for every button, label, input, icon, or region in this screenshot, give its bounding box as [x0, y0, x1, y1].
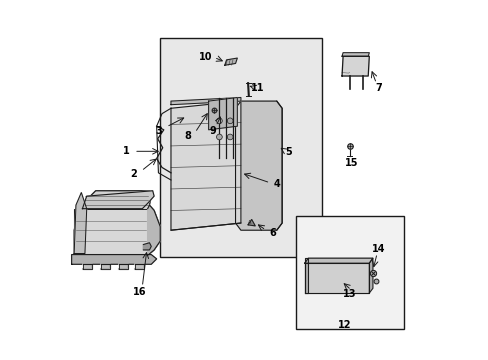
Polygon shape	[235, 101, 282, 230]
Circle shape	[227, 118, 233, 124]
Polygon shape	[74, 191, 160, 255]
Text: 16: 16	[133, 287, 146, 297]
Bar	[160, 39, 321, 257]
Text: 2: 2	[130, 168, 137, 179]
Circle shape	[216, 134, 222, 140]
Text: 1: 1	[122, 146, 129, 156]
Polygon shape	[74, 209, 147, 255]
Polygon shape	[341, 56, 368, 76]
Text: 13: 13	[342, 289, 355, 299]
Text: 15: 15	[345, 158, 358, 168]
Polygon shape	[143, 243, 151, 250]
Polygon shape	[82, 191, 154, 209]
Polygon shape	[83, 264, 92, 269]
Text: 7: 7	[374, 83, 381, 93]
Text: 14: 14	[371, 244, 384, 254]
Polygon shape	[135, 264, 144, 269]
Polygon shape	[304, 258, 308, 293]
Text: 6: 6	[268, 228, 275, 238]
Text: 11: 11	[251, 83, 264, 93]
Polygon shape	[304, 258, 372, 263]
Text: A: A	[248, 220, 251, 225]
Polygon shape	[341, 53, 368, 56]
Polygon shape	[171, 101, 241, 230]
Bar	[296, 216, 403, 329]
Polygon shape	[224, 58, 237, 65]
Polygon shape	[368, 258, 372, 293]
Polygon shape	[119, 264, 128, 269]
Text: 4: 4	[273, 179, 280, 189]
Text: 3: 3	[156, 126, 162, 135]
Text: 10: 10	[199, 52, 212, 62]
Text: 5: 5	[285, 147, 291, 157]
Polygon shape	[304, 263, 368, 293]
Polygon shape	[147, 205, 160, 255]
Polygon shape	[247, 220, 255, 226]
Circle shape	[227, 134, 233, 140]
Polygon shape	[101, 264, 110, 269]
Circle shape	[216, 118, 222, 124]
Polygon shape	[72, 255, 156, 264]
Text: 9: 9	[209, 126, 216, 135]
Polygon shape	[171, 98, 241, 105]
Text: 8: 8	[184, 131, 191, 141]
Polygon shape	[208, 98, 237, 130]
Text: 12: 12	[337, 320, 350, 329]
Polygon shape	[74, 193, 86, 253]
